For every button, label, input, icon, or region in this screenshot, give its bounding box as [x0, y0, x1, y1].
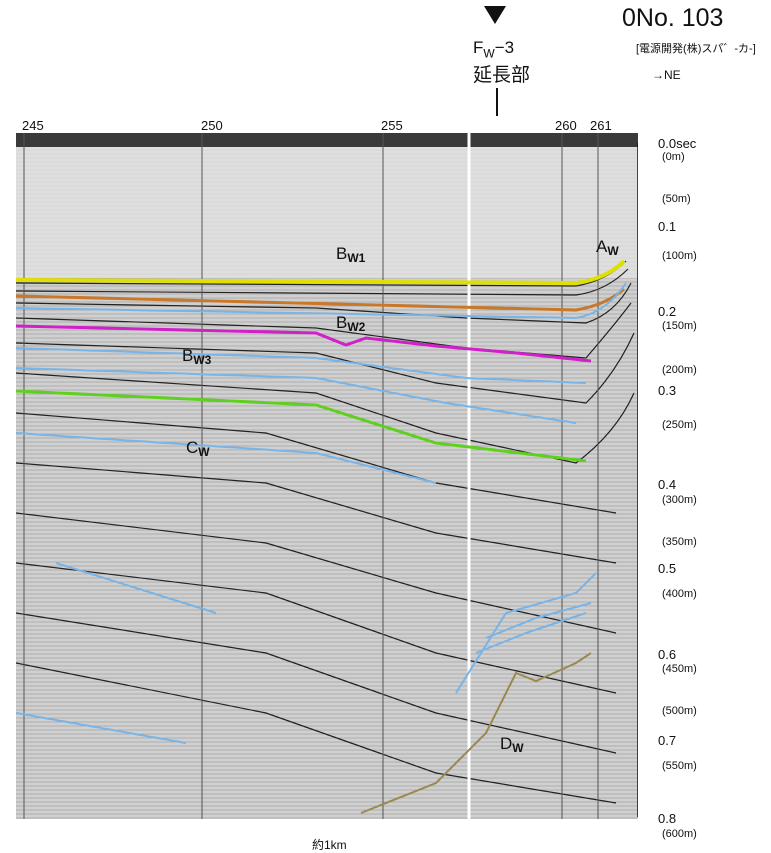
depth-label-12: (600m)	[662, 828, 697, 840]
horizon-label-cw: CW	[186, 438, 210, 459]
horizon-label-bw1: BW1	[336, 244, 365, 265]
fault-name-suffix: −3	[494, 38, 515, 57]
depth-label-10: (500m)	[662, 705, 697, 717]
water-column	[16, 133, 638, 278]
data-source: [電源開発(株)スパ゛-カ-]	[636, 43, 756, 55]
horizon-label-aw-main: A	[596, 237, 608, 256]
blue-reflectors	[16, 282, 627, 744]
horizon-label-cw-sub: W	[198, 445, 210, 459]
horizon-label-aw-sub: W	[607, 244, 619, 258]
shot-point-255: 255	[381, 118, 403, 133]
horizon-label-bw3: BW3	[182, 346, 211, 367]
horizon-cw-line	[16, 389, 587, 463]
top-noise-band	[16, 133, 638, 147]
fault-name-main: F	[473, 38, 484, 57]
time-label-6: 0.4	[658, 477, 677, 492]
shot-point-250: 250	[201, 118, 223, 133]
fault-name-sub: W	[483, 46, 495, 61]
horizon-label-dw-main: D	[500, 734, 513, 753]
horizon-label-bw3-sub: W3	[193, 353, 212, 367]
horizon-aw-line	[16, 259, 626, 286]
fault-name: FW−3	[473, 38, 514, 60]
shot-point-261: 261	[590, 118, 612, 133]
fault-tick	[496, 88, 498, 116]
time-label-9: 0.6	[658, 647, 677, 662]
time-label-8: 0.5	[658, 561, 677, 576]
horizon-label-bw2: BW2	[336, 313, 365, 334]
depth-label-1: (50m)	[662, 193, 691, 205]
depth-label-8: (400m)	[662, 588, 697, 600]
direction-label: →NE	[652, 68, 681, 82]
fault-extension-label: 延長部	[473, 65, 531, 86]
depth-label-2: (100m)	[662, 250, 697, 262]
depth-label-0: (0m)	[662, 151, 685, 163]
horizon-label-bw1-sub: W1	[347, 251, 366, 265]
time-label-2: 0.1	[658, 219, 677, 234]
horizon-label-bw2-sub: W2	[347, 320, 366, 334]
depth-label-4: (200m)	[662, 364, 697, 376]
time-label-5: 0.3	[658, 383, 677, 398]
horizon-label-cw-main: C	[186, 438, 199, 457]
shot-point-ticks	[23, 133, 599, 819]
time-label-12: 0.8	[658, 811, 677, 826]
shot-point-260: 260	[555, 118, 577, 133]
horizon-label-aw: AW	[596, 237, 619, 258]
time-label-3: 0.2	[658, 304, 677, 319]
seafloor-bands	[16, 260, 635, 804]
depth-label-11: (550m)	[662, 760, 697, 772]
horizon-label-dw-sub: W	[512, 741, 524, 755]
time-label-0: 0.0sec	[658, 136, 697, 151]
depth-label-5: (250m)	[662, 419, 697, 431]
horizon-label-bw3-main: B	[182, 346, 194, 365]
horizon-label-dw: DW	[500, 734, 524, 755]
fault-arrow-icon	[484, 6, 506, 24]
horizon-dw-line	[360, 652, 592, 814]
shot-point-245: 245	[22, 118, 44, 133]
horizon-bw2-line	[16, 324, 592, 363]
time-label-11: 0.7	[658, 733, 677, 748]
depth-label-9: (450m)	[662, 663, 697, 675]
horizon-label-bw2-main: B	[336, 313, 348, 332]
scale-bar-label: 約1km	[312, 838, 347, 852]
seismic-section	[16, 133, 638, 819]
depth-label-3: (150m)	[662, 320, 697, 332]
depth-label-6: (300m)	[662, 494, 697, 506]
record-number: 0No. 103	[622, 4, 724, 32]
horizon-label-bw1-main: B	[336, 244, 348, 263]
depth-label-7: (350m)	[662, 536, 697, 548]
